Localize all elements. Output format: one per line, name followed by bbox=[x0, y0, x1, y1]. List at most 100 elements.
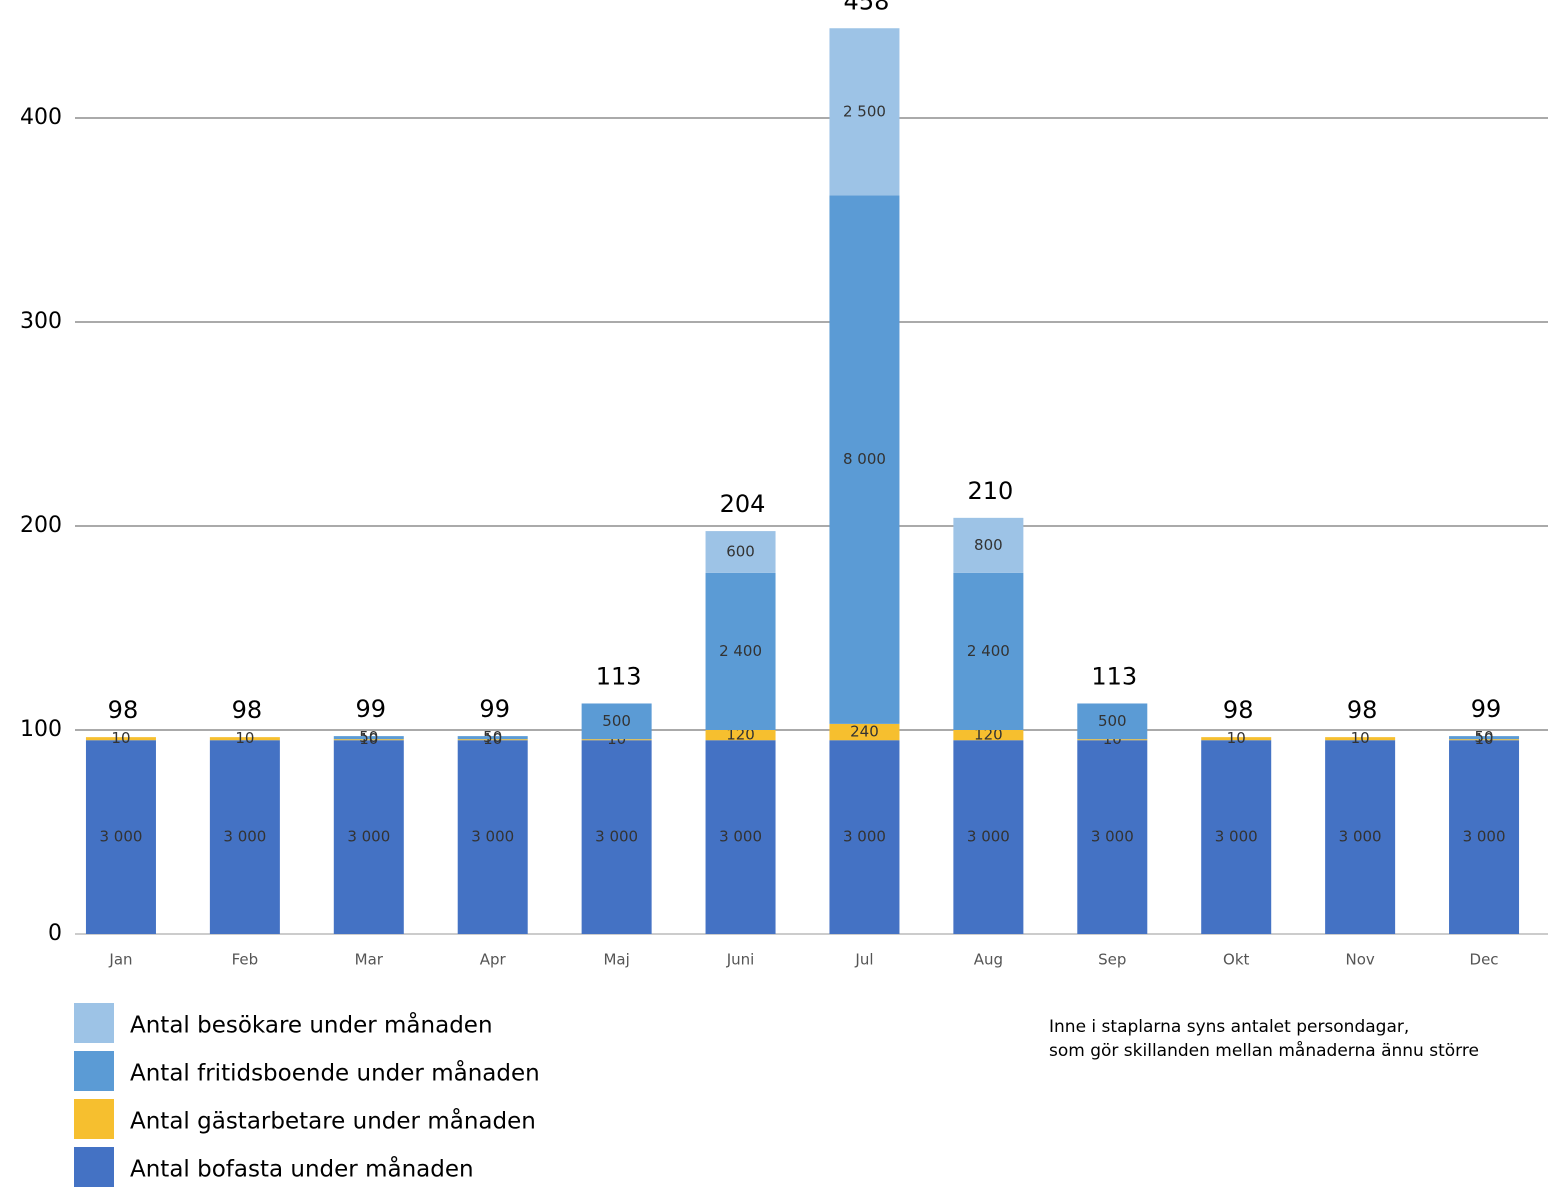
legend-swatch bbox=[74, 1003, 114, 1043]
bar-segment bbox=[1325, 737, 1396, 741]
x-tick-label: Nov bbox=[1345, 951, 1374, 969]
bar-segment bbox=[1077, 703, 1148, 740]
bar-segment bbox=[457, 736, 528, 740]
bar-segment bbox=[1201, 740, 1272, 934]
total-label: 113 bbox=[596, 662, 642, 690]
total-label: 458 bbox=[844, 0, 890, 15]
segment-label: 120 bbox=[974, 726, 1003, 744]
note: som gör skillanden mellan månaderna ännu… bbox=[1049, 1040, 1479, 1061]
bar-segment bbox=[705, 740, 776, 934]
bar-segment bbox=[333, 740, 404, 934]
total-label: 99 bbox=[356, 695, 387, 723]
y-tick-label: 300 bbox=[20, 309, 62, 334]
segment-label: 3 000 bbox=[595, 828, 638, 846]
y-tick-label: 100 bbox=[20, 717, 62, 742]
y-tick-label: 400 bbox=[20, 105, 62, 130]
bar-segment bbox=[1077, 740, 1148, 934]
segment-label: 3 000 bbox=[471, 828, 514, 846]
x-tick-label: Maj bbox=[603, 951, 629, 969]
segment-label: 2 500 bbox=[843, 102, 886, 120]
legend-swatch bbox=[74, 1099, 114, 1139]
segment-label: 3 000 bbox=[347, 828, 390, 846]
segment-label: 10 bbox=[1474, 730, 1493, 748]
total-label: 204 bbox=[720, 490, 766, 518]
segment-label: 3 000 bbox=[843, 828, 886, 846]
bar-segment bbox=[85, 737, 156, 741]
bar-segment bbox=[1201, 737, 1272, 741]
bar-segment bbox=[829, 723, 900, 741]
legend-label: Antal bofasta under månaden bbox=[130, 1155, 474, 1183]
bar-segment bbox=[953, 730, 1024, 741]
bar-segment bbox=[829, 740, 900, 934]
total-label: 210 bbox=[967, 477, 1013, 505]
note: Inne i staplarna syns antalet persondaga… bbox=[1049, 1017, 1409, 1037]
y-tick-label: 200 bbox=[20, 513, 62, 538]
segment-label: 800 bbox=[974, 536, 1003, 554]
bar-segment bbox=[1449, 736, 1520, 740]
segment-label: 10 bbox=[483, 730, 502, 748]
segment-label: 600 bbox=[726, 543, 755, 561]
segment-label: 3 000 bbox=[719, 828, 762, 846]
segment-label: 3 000 bbox=[1091, 828, 1134, 846]
bar-segment bbox=[705, 572, 776, 730]
bar-segment bbox=[705, 730, 776, 741]
legend-swatch bbox=[74, 1051, 114, 1091]
x-tick-label: Sep bbox=[1098, 951, 1126, 969]
bar-segment bbox=[333, 739, 404, 741]
segment-label: 3 000 bbox=[1339, 828, 1382, 846]
x-tick-label: Aug bbox=[974, 951, 1003, 969]
x-tick-label: Apr bbox=[480, 951, 507, 969]
bar-segment bbox=[1449, 739, 1520, 741]
total-label: 98 bbox=[232, 696, 263, 724]
bar-segment bbox=[85, 740, 156, 934]
bar-segment bbox=[1077, 739, 1148, 741]
total-label: 99 bbox=[479, 695, 510, 723]
segment-label: 10 bbox=[111, 729, 130, 747]
total-label: 98 bbox=[108, 696, 139, 724]
segment-label: 50 bbox=[1474, 728, 1493, 746]
total-label: 99 bbox=[1471, 695, 1502, 723]
bar-segment bbox=[829, 195, 900, 724]
bar-segment bbox=[953, 572, 1024, 730]
bar-segment bbox=[829, 28, 900, 196]
legend-label: Antal gästarbetare under månaden bbox=[130, 1107, 536, 1135]
x-tick-label: Mar bbox=[355, 951, 384, 969]
bar-segment bbox=[1449, 740, 1520, 934]
bar-segment bbox=[581, 740, 652, 934]
total-label: 113 bbox=[1091, 662, 1137, 690]
bar-segment bbox=[1325, 740, 1396, 934]
bar-segment bbox=[581, 703, 652, 740]
segment-label: 10 bbox=[359, 730, 378, 748]
x-tick-label: Dec bbox=[1470, 951, 1499, 969]
total-label: 98 bbox=[1347, 696, 1378, 724]
bar-segment bbox=[209, 737, 280, 741]
y-tick-label: 0 bbox=[48, 921, 62, 946]
x-tick-label: Okt bbox=[1223, 951, 1249, 969]
bar-segment bbox=[705, 531, 776, 573]
segment-label: 50 bbox=[483, 728, 502, 746]
segment-label: 3 000 bbox=[967, 828, 1010, 846]
bar-segment bbox=[333, 736, 404, 740]
legend-label: Antal fritidsboende under månaden bbox=[130, 1059, 540, 1087]
segment-label: 3 000 bbox=[99, 828, 142, 846]
segment-label: 50 bbox=[359, 728, 378, 746]
bar-segment bbox=[209, 740, 280, 934]
segment-label: 2 400 bbox=[719, 642, 762, 660]
segment-label: 120 bbox=[726, 726, 755, 744]
bar-segment bbox=[581, 739, 652, 741]
segment-label: 500 bbox=[602, 712, 631, 730]
segment-label: 10 bbox=[1227, 729, 1246, 747]
segment-label: 10 bbox=[235, 729, 254, 747]
x-tick-label: Jan bbox=[108, 951, 132, 969]
segment-label: 3 000 bbox=[1215, 828, 1258, 846]
legend-swatch bbox=[74, 1147, 114, 1187]
x-tick-label: Feb bbox=[232, 951, 259, 969]
x-tick-label: Jul bbox=[854, 951, 873, 969]
segment-label: 2 400 bbox=[967, 642, 1010, 660]
segment-label: 500 bbox=[1098, 712, 1127, 730]
segment-label: 240 bbox=[850, 723, 879, 741]
x-tick-label: Juni bbox=[726, 951, 755, 969]
legend-label: Antal besökare under månaden bbox=[130, 1011, 493, 1039]
bar-segment bbox=[953, 740, 1024, 934]
